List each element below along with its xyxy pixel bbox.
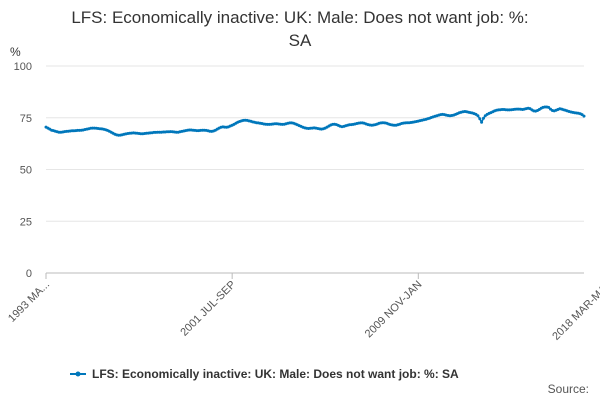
x-tick-label: 2009 NOV-JAN xyxy=(363,279,425,341)
y-tick-label: 50 xyxy=(20,165,32,177)
source-label: Source: xyxy=(547,382,589,396)
data-point xyxy=(478,117,482,121)
y-tick-label: 100 xyxy=(14,61,32,73)
y-tick-label: 75 xyxy=(20,113,32,125)
x-tick-label: 2018 MAR-MAY xyxy=(550,278,600,343)
legend-marker xyxy=(75,371,81,377)
y-unit-label: % xyxy=(10,45,21,59)
data-point xyxy=(482,116,485,120)
data-point xyxy=(476,114,480,118)
chart-title-line-2: SA xyxy=(288,31,312,50)
chart-title-line-1: LFS: Economically inactive: UK: Male: Do… xyxy=(71,8,529,27)
chart-title: LFS: Economically inactive: UK: Male: Do… xyxy=(0,6,600,52)
y-tick-label: 25 xyxy=(20,216,32,228)
y-tick-label: 0 xyxy=(26,268,32,280)
x-tick-label: 2001 JUL-SEP xyxy=(178,279,238,339)
data-point xyxy=(582,114,586,118)
series-line xyxy=(45,106,585,137)
legend-label: LFS: Economically inactive: UK: Male: Do… xyxy=(92,367,459,381)
data-point xyxy=(480,120,484,124)
x-tick-label: 1993 MA... xyxy=(6,279,52,325)
